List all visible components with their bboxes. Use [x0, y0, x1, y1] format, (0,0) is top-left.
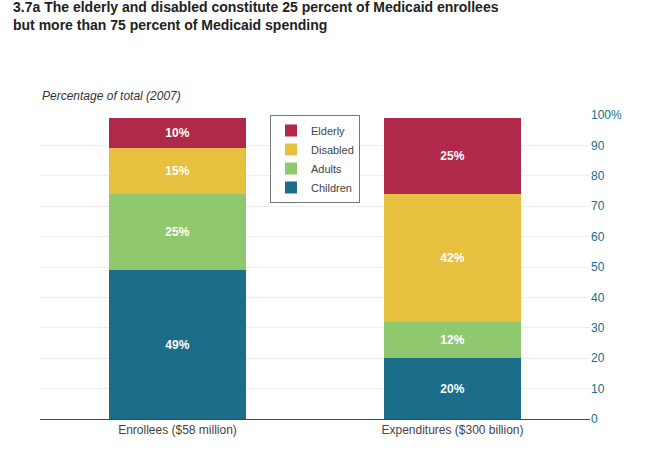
svg-text:25%: 25% [165, 225, 189, 239]
svg-text:20%: 20% [440, 382, 464, 396]
svg-text:50: 50 [591, 260, 605, 274]
svg-text:Enrollees ($58 million): Enrollees ($58 million) [118, 423, 237, 437]
svg-text:60: 60 [591, 230, 605, 244]
svg-text:Adults: Adults [311, 163, 342, 175]
svg-text:100%: 100% [591, 108, 622, 122]
svg-text:40: 40 [591, 291, 605, 305]
svg-text:10%: 10% [165, 126, 189, 140]
svg-text:12%: 12% [440, 333, 464, 347]
svg-text:Disabled: Disabled [311, 144, 354, 156]
svg-text:15%: 15% [165, 164, 189, 178]
svg-text:Children: Children [311, 182, 352, 194]
svg-text:90: 90 [591, 139, 605, 153]
svg-text:Percentage of total (2007): Percentage of total (2007) [42, 89, 181, 103]
svg-text:70: 70 [591, 199, 605, 213]
svg-text:10: 10 [591, 382, 605, 396]
svg-text:Elderly: Elderly [311, 125, 345, 137]
svg-text:30: 30 [591, 321, 605, 335]
svg-text:Expenditures ($300 billion): Expenditures ($300 billion) [381, 423, 523, 437]
svg-text:49%: 49% [165, 338, 189, 352]
svg-text:80: 80 [591, 169, 605, 183]
svg-text:3.7a The elderly and disabled: 3.7a The elderly and disabled constitute… [13, 0, 499, 33]
svg-text:0: 0 [591, 412, 598, 426]
svg-text:25%: 25% [440, 149, 464, 163]
svg-text:42%: 42% [440, 251, 464, 265]
svg-text:20: 20 [591, 351, 605, 365]
